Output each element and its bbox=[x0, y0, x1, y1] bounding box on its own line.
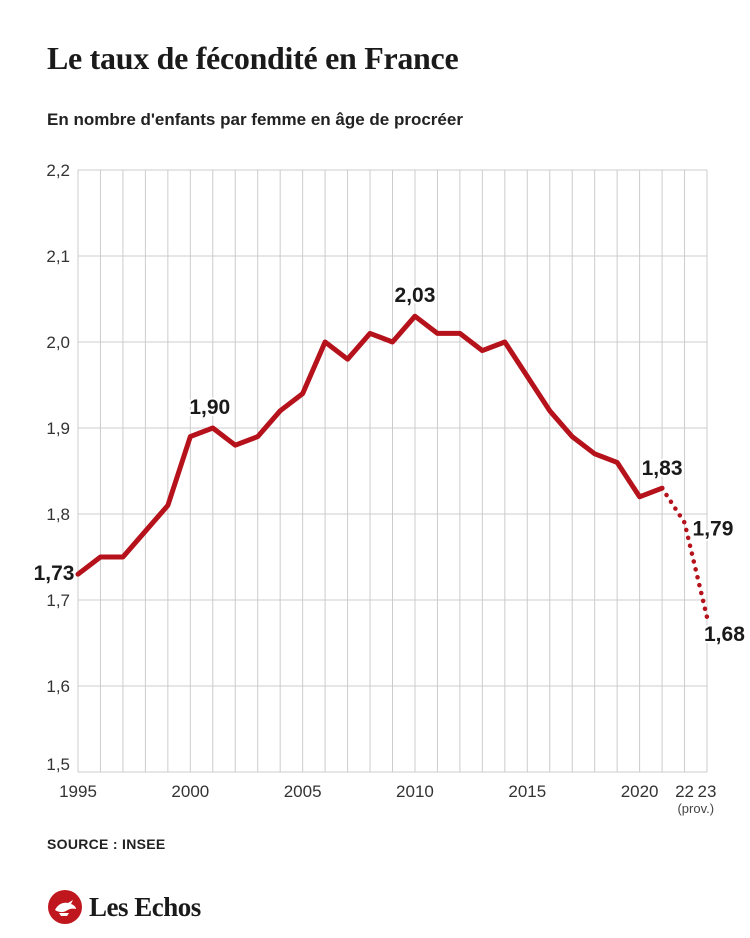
chart-subtitle: En nombre d'enfants par femme en âge de … bbox=[47, 110, 463, 129]
y-tick-label: 2,0 bbox=[46, 333, 70, 352]
x-tick-label: 2005 bbox=[284, 782, 322, 801]
logo-wordmark: Les Echos bbox=[89, 891, 201, 922]
y-tick-label: 1,7 bbox=[46, 591, 70, 610]
x-tick-label: 2000 bbox=[171, 782, 209, 801]
fertility-line-chart: 1,5 1,6 1,7 1,8 1,9 2,0 2,1 2,2 1995 2000 2005 201… bbox=[32, 161, 748, 816]
source-note: SOURCE : INSEE bbox=[47, 836, 166, 852]
y-tick-label: 2,2 bbox=[46, 161, 70, 180]
series-line-provisional bbox=[659, 485, 710, 620]
x-tick-label: 23 bbox=[698, 782, 717, 801]
grid-lines bbox=[77, 169, 708, 773]
series-line-fertility-rate bbox=[75, 313, 665, 577]
les-echos-logo: Les Echos bbox=[47, 889, 201, 925]
y-axis-tick-labels: 1,5 1,6 1,7 1,8 1,9 2,0 2,1 2,2 bbox=[46, 161, 70, 774]
x-tick-label: 1995 bbox=[59, 782, 97, 801]
y-tick-label: 2,1 bbox=[46, 247, 70, 266]
x-tick-note: (prov.) bbox=[677, 801, 714, 816]
data-label: 1,73 bbox=[34, 562, 75, 585]
les-echos-emblem-icon bbox=[48, 890, 82, 924]
data-label: 1,90 bbox=[189, 396, 230, 419]
x-axis-tick-labels: 1995 2000 2005 2010 2015 2020 22 23(prov.) bbox=[59, 782, 716, 816]
chart-title: Le taux de fécondité en France bbox=[47, 40, 459, 76]
y-tick-label: 1,5 bbox=[46, 755, 70, 774]
y-tick-label: 1,6 bbox=[46, 677, 70, 696]
data-label: 1,83 bbox=[642, 457, 683, 480]
data-label: 1,79 bbox=[693, 518, 734, 541]
x-tick-label: 2015 bbox=[508, 782, 546, 801]
x-tick-label: 2010 bbox=[396, 782, 434, 801]
x-tick-label: 22 bbox=[675, 782, 694, 801]
x-tick-label: 2020 bbox=[621, 782, 659, 801]
data-label: 2,03 bbox=[395, 284, 436, 307]
data-labels: 1,73 1,90 2,03 1,83 1,79 1,68 bbox=[32, 282, 748, 648]
data-label: 1,68 bbox=[704, 623, 745, 646]
y-tick-label: 1,9 bbox=[46, 419, 70, 438]
y-tick-label: 1,8 bbox=[46, 505, 70, 524]
series-lines bbox=[75, 313, 710, 620]
